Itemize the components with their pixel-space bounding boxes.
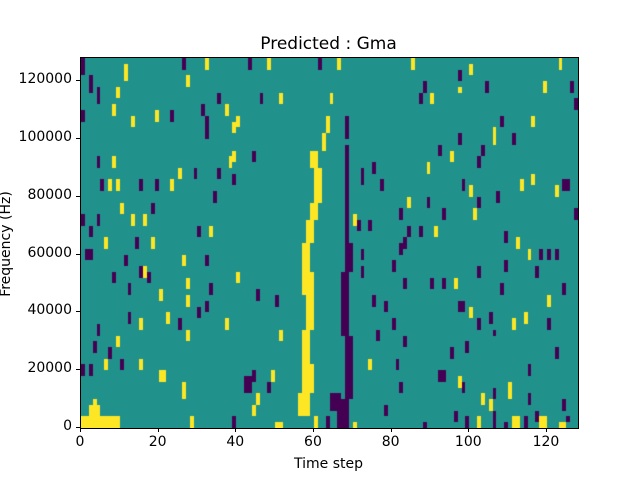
x-tick-mark — [468, 428, 470, 432]
y-axis-label: Frequency (Hz) — [0, 191, 14, 297]
x-tick-label: 100 — [454, 434, 482, 450]
y-tick-label: 120000 — [18, 71, 72, 88]
x-tick-mark — [80, 428, 81, 432]
x-tick-label: 120 — [532, 434, 560, 450]
x-tick-label: 60 — [304, 434, 322, 450]
y-tick-label: 0 — [63, 418, 72, 434]
plot-area — [80, 57, 579, 429]
y-tick-mark — [76, 311, 80, 313]
x-tick-mark — [390, 428, 392, 432]
heatmap-canvas — [81, 58, 578, 428]
y-tick-mark — [76, 195, 80, 197]
x-axis-label: Time step — [294, 456, 363, 472]
x-tick-label: 20 — [148, 434, 167, 450]
y-tick-label: 80000 — [27, 186, 72, 203]
y-tick-mark — [76, 80, 80, 82]
y-tick-label: 40000 — [27, 302, 72, 319]
y-tick-mark — [76, 427, 80, 428]
y-tick-mark — [76, 137, 80, 139]
x-tick-mark — [545, 428, 547, 432]
x-tick-mark — [312, 428, 314, 432]
x-tick-mark — [157, 428, 159, 432]
y-tick-mark — [76, 253, 80, 255]
y-tick-label: 20000 — [27, 360, 72, 377]
chart-title: Predicted : Gma — [260, 34, 397, 54]
x-tick-label: 0 — [75, 434, 85, 450]
x-tick-mark — [235, 428, 237, 432]
y-tick-label: 100000 — [18, 128, 72, 145]
x-tick-label: 80 — [381, 434, 400, 450]
y-tick-mark — [76, 369, 80, 371]
y-tick-label: 60000 — [27, 244, 72, 261]
x-tick-label: 40 — [226, 434, 245, 450]
